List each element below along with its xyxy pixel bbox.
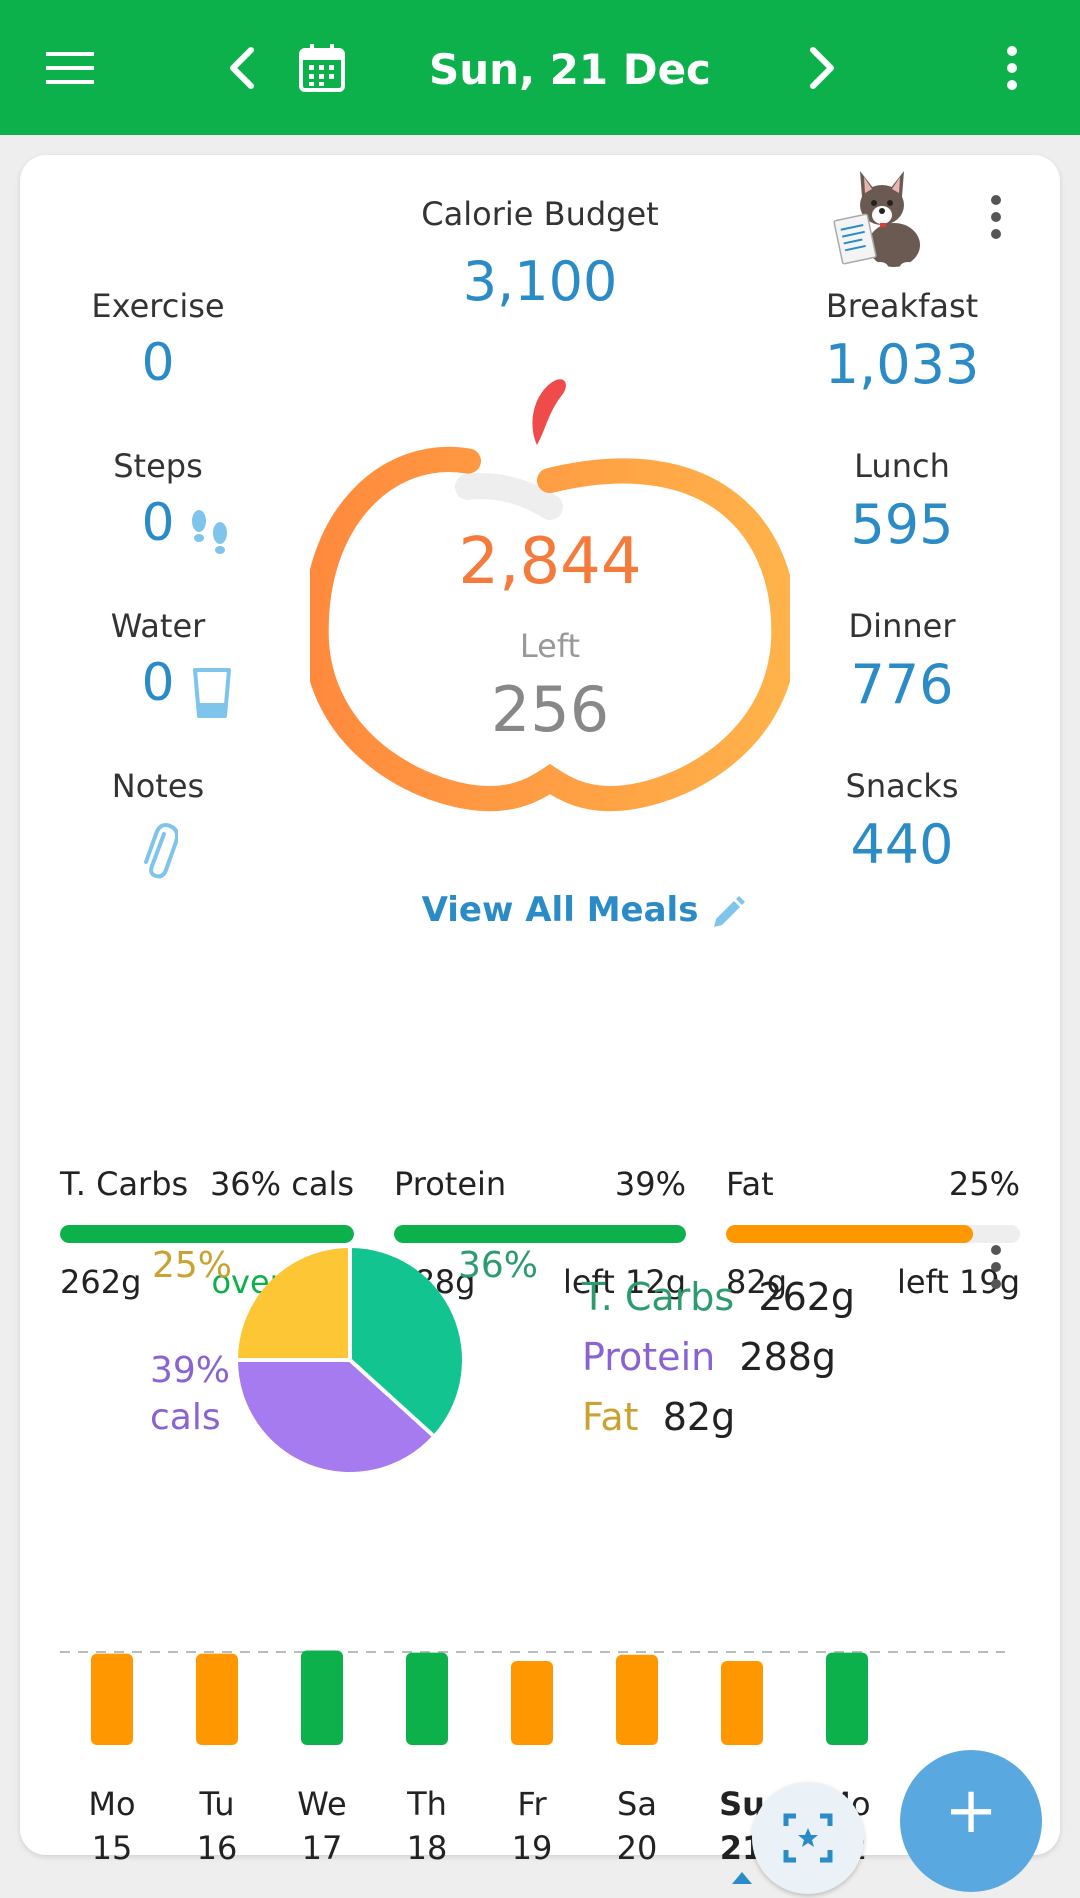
left-label: Left — [519, 627, 581, 665]
water-label: Water — [110, 607, 206, 645]
breakfast-stat[interactable]: Breakfast 1,033 — [792, 287, 1012, 396]
macro-progress-bar — [726, 1225, 1020, 1243]
pie-label-carbs: 36% — [458, 1245, 539, 1286]
macro-progress-fill — [726, 1225, 973, 1243]
pie-slice-carbs — [350, 1248, 462, 1436]
view-all-meals-link[interactable]: View All Meals — [421, 890, 699, 930]
lunch-value: 595 — [850, 493, 954, 556]
exercise-label: Exercise — [91, 287, 225, 325]
water-value: 0 — [141, 653, 175, 713]
dinner-stat[interactable]: Dinner 776 — [792, 607, 1012, 716]
pie-label-fat: 25% — [152, 1245, 233, 1286]
weekly-bar[interactable] — [406, 1652, 448, 1745]
macro-fat[interactable]: Fat 25% 82g left 19g — [726, 1165, 1020, 1301]
water-glass-icon — [192, 667, 232, 723]
weekly-calorie-chart — [60, 1650, 1005, 1746]
macro-percent: 25% — [948, 1165, 1020, 1203]
macro-grams: 82g — [726, 1263, 788, 1301]
macro-progress-fill — [60, 1225, 354, 1243]
notes-label: Notes — [111, 767, 205, 805]
pie-label-protein: 39% — [150, 1350, 231, 1391]
pie-slice-protein — [238, 1360, 433, 1472]
weekly-bar[interactable] — [721, 1661, 763, 1745]
weekly-bar[interactable] — [301, 1650, 343, 1746]
more-vert-icon[interactable] — [972, 28, 1052, 108]
macro-pie-chart[interactable] — [230, 1240, 470, 1484]
macro-progress-bar — [394, 1225, 686, 1243]
chevron-right-icon[interactable] — [782, 28, 862, 108]
calendar-icon[interactable] — [282, 28, 362, 108]
selected-day-marker — [732, 1872, 752, 1884]
steps-label: Steps — [113, 447, 203, 485]
dog-mascot-icon — [832, 167, 932, 277]
current-date[interactable]: Sun, 21 Dec — [429, 45, 711, 94]
scan-button[interactable] — [752, 1782, 864, 1894]
snacks-label: Snacks — [845, 767, 959, 805]
calorie-apple-gauge[interactable] — [302, 355, 798, 835]
macro-progress-bar — [60, 1225, 354, 1243]
macro-name: Fat — [726, 1165, 774, 1203]
calorie-budget-value[interactable]: 3,100 — [462, 250, 618, 313]
weekly-bar[interactable] — [91, 1653, 133, 1745]
dinner-value: 776 — [850, 653, 954, 716]
edit-pencil-icon[interactable] — [710, 893, 746, 933]
legend-item-fat: Fat 82g — [582, 1395, 736, 1439]
day-label[interactable]: Sa 20 — [616, 1785, 658, 1867]
legend-item-carbs: T. Carbs 262g — [582, 1275, 856, 1319]
day-label[interactable]: Th 18 — [406, 1785, 448, 1867]
breakfast-value: 1,033 — [824, 333, 980, 396]
paperclip-icon — [138, 820, 180, 884]
lunch-label: Lunch — [854, 447, 950, 485]
snacks-value: 440 — [850, 813, 954, 876]
steps-stat[interactable]: Steps 0 — [58, 447, 258, 553]
macro-protein[interactable]: Protein 39% 288g left 12g — [394, 1165, 686, 1301]
steps-value: 0 — [141, 493, 175, 553]
pie-label-protein-unit: cals — [150, 1397, 221, 1438]
snacks-stat[interactable]: Snacks 440 — [792, 767, 1012, 876]
weekly-bar[interactable] — [826, 1652, 868, 1745]
pie-slice-fat — [238, 1248, 350, 1360]
calories-left-value: 256 — [490, 673, 610, 746]
calorie-budget-label: Calorie Budget — [421, 195, 659, 233]
chevron-left-icon[interactable] — [202, 28, 282, 108]
exercise-value: 0 — [141, 333, 175, 393]
calories-consumed: 2,844 — [458, 525, 642, 599]
macro-progress-fill — [394, 1225, 686, 1243]
pie-more-icon[interactable] — [990, 1245, 1002, 1293]
add-entry-fab[interactable]: + — [900, 1750, 1042, 1892]
day-label[interactable]: Mo 15 — [88, 1785, 136, 1867]
dinner-label: Dinner — [848, 607, 956, 645]
weekly-bar[interactable] — [196, 1653, 238, 1745]
weekly-bar[interactable] — [511, 1661, 553, 1745]
macro-percent: 39% — [614, 1165, 686, 1203]
weekly-bar[interactable] — [616, 1654, 658, 1745]
macro-status: left 12g — [562, 1263, 686, 1301]
plus-icon: + — [944, 1774, 998, 1848]
macro-name: T. Carbs — [60, 1165, 189, 1203]
card-more-icon[interactable] — [990, 195, 1002, 243]
daily-summary-card: Calorie Budget 3,100 Exercise 0 Steps 0 — [20, 155, 1060, 1884]
day-label[interactable]: Tu 16 — [196, 1785, 238, 1867]
exercise-stat[interactable]: Exercise 0 — [58, 287, 258, 393]
water-stat[interactable]: Water 0 — [58, 607, 258, 713]
macro-percent: 36% cals — [209, 1165, 354, 1203]
menu-icon[interactable] — [30, 28, 110, 108]
breakfast-label: Breakfast — [825, 287, 979, 325]
day-label[interactable]: We 17 — [297, 1785, 347, 1867]
app-bar: Sun, 21 Dec — [0, 0, 1080, 135]
legend-item-protein: Protein 288g — [582, 1335, 837, 1379]
lunch-stat[interactable]: Lunch 595 — [792, 447, 1012, 556]
footsteps-icon — [188, 505, 232, 565]
scan-icon — [783, 1813, 833, 1863]
pie-legend: T. Carbs 262g Protein 288g Fat 82g — [582, 1275, 855, 1455]
notes-stat[interactable]: Notes — [58, 767, 258, 805]
day-label[interactable]: Fr 19 — [511, 1785, 553, 1867]
macro-grams: 262g — [60, 1263, 142, 1301]
macro-name: Protein — [394, 1165, 507, 1203]
